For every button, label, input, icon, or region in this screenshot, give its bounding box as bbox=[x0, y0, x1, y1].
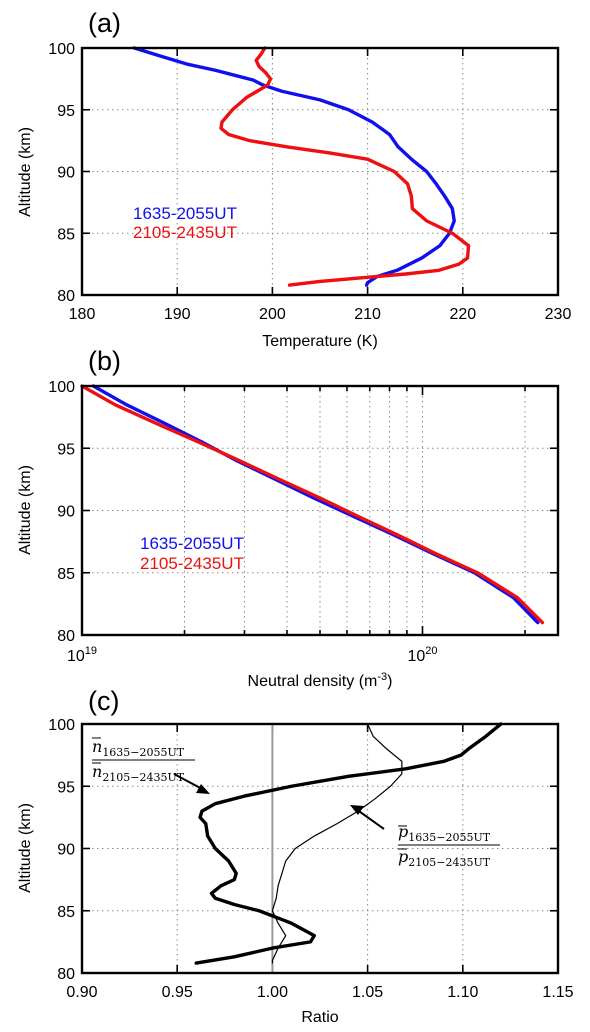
panel-b-series bbox=[80, 384, 545, 625]
annotation-p-arrow bbox=[355, 808, 385, 830]
annotation-p-denominator: p2105−2435UT bbox=[398, 847, 491, 869]
panel-b-xlabel: Neutral density (m-3) bbox=[248, 671, 393, 690]
annotation-n-num-sub: 1635−2055UT bbox=[102, 746, 184, 759]
panel-c-ytick-label-90: 90 bbox=[57, 842, 75, 859]
panel-b-xtick-label-0: 1019 bbox=[67, 645, 97, 665]
panel-c-ticks: 0.90 0.95 1.00 1.05 1.10 1.15 80 85 90 95 100 bbox=[48, 717, 573, 1001]
panel-c-xtick-label-1.05: 1.05 bbox=[352, 984, 383, 1001]
panel-b-ylabel: Altitude (km) bbox=[17, 465, 34, 555]
panel-c-xtick-label-1.10: 1.10 bbox=[447, 984, 478, 1001]
annotation-n-symbol: n bbox=[92, 737, 102, 756]
panel-c: (c) 0.90 0.95 1.00 1.05 1.10 1.1580859095100 … bbox=[17, 686, 574, 1026]
annotation-p-arrowhead bbox=[350, 805, 364, 815]
panel-c-label: (c) bbox=[88, 686, 119, 716]
panel-b-series-line-1 bbox=[80, 384, 545, 625]
panel-b-frame bbox=[80, 384, 560, 637]
panel-b-xtick-label-1: 1020 bbox=[407, 645, 437, 665]
annotation-p-den-sub: 2105−2435UT bbox=[408, 856, 490, 869]
panel-b-xlabel-main: Neutral density (m bbox=[248, 673, 378, 690]
annotation-n-arrowhead bbox=[196, 784, 210, 794]
panel-b-label: (b) bbox=[88, 346, 121, 376]
panel-a-ticks: 180 190 200 210 220 230 80 85 90 95 100 bbox=[48, 41, 571, 323]
panel-a: (a) 180 190 200 210 220 230 80 85 90 95 100 1635-2… bbox=[17, 8, 571, 350]
panel-b-ytick-label-90: 90 bbox=[57, 504, 75, 521]
annotation-n-ratio: n1635−2055UT n2105−2435UT bbox=[92, 737, 210, 794]
panel-a-ytick-label-90: 90 bbox=[57, 165, 75, 182]
annotation-n-numerator: n1635−2055UT bbox=[92, 737, 185, 759]
panel-c-ytick-label-95: 95 bbox=[57, 779, 75, 796]
panel-b-xtick-base: 10 bbox=[407, 648, 425, 665]
panel-c-ytick-label-80: 80 bbox=[57, 966, 75, 983]
panel-a-xtick-label-180: 180 bbox=[69, 306, 96, 323]
panel-a-xtick-label-190: 190 bbox=[164, 306, 191, 323]
panel-b-ytick-label-85: 85 bbox=[57, 566, 75, 583]
panel-c-series-p_ratio bbox=[271, 723, 403, 964]
panel-a-xtick-label-220: 220 bbox=[449, 306, 476, 323]
annotation-p-num-sub: 1635−2055UT bbox=[408, 831, 490, 844]
annotation-p-ratio: p1635−2055UT p2105−2435UT bbox=[350, 805, 500, 869]
panel-c-series-n_ratio bbox=[194, 722, 503, 965]
panel-c-xtick-label-1.00: 1.00 bbox=[257, 984, 288, 1001]
panel-c-grid bbox=[82, 724, 558, 973]
panel-a-xtick-label-210: 210 bbox=[354, 306, 381, 323]
panel-c-xtick-label-1.15: 1.15 bbox=[542, 984, 573, 1001]
panel-b-series-line-0 bbox=[91, 384, 540, 625]
panel-b-ytick-label-95: 95 bbox=[57, 441, 75, 458]
panel-b-ytick-label-80: 80 bbox=[57, 628, 75, 645]
panel-c-ylabel: Altitude (km) bbox=[17, 803, 34, 893]
panel-a-legend-blue: 1635-2055UT bbox=[133, 204, 237, 223]
panel-a-ytick-label-80: 80 bbox=[57, 288, 75, 305]
panel-a-xtick-label-230: 230 bbox=[545, 306, 572, 323]
annotation-p-numerator: p1635−2055UT bbox=[398, 822, 491, 844]
panel-c-frame bbox=[80, 722, 560, 975]
panel-a-ytick-label-95: 95 bbox=[57, 103, 75, 120]
panel-b-xtick-exp: 19 bbox=[85, 645, 97, 657]
panel-a-ytick-label-85: 85 bbox=[57, 226, 75, 243]
panel-b-legend-red: 2105-2435UT bbox=[140, 554, 244, 573]
panel-a-frame bbox=[80, 46, 560, 297]
panel-c-ytick-label-100: 100 bbox=[48, 717, 75, 734]
panel-a-legend-red: 2105-2435UT bbox=[133, 223, 237, 242]
panel-a-xtick-label-200: 200 bbox=[259, 306, 286, 323]
annotation-n-symbol-den: n bbox=[92, 762, 102, 781]
panel-c-ytick-label-85: 85 bbox=[57, 904, 75, 921]
panel-c-series bbox=[194, 722, 503, 973]
panel-b-ytick-label-100: 100 bbox=[48, 379, 75, 396]
panel-a-grid bbox=[82, 48, 558, 295]
panel-b-xtick-base: 10 bbox=[67, 648, 85, 665]
panel-b-xtick-exp: 20 bbox=[425, 645, 437, 657]
panel-a-ylabel: Altitude (km) bbox=[17, 127, 34, 217]
panel-a-label: (a) bbox=[88, 8, 121, 38]
annotation-p-symbol: p bbox=[398, 822, 408, 841]
panel-a-xlabel: Temperature (K) bbox=[262, 333, 378, 350]
panel-a-series-line-0 bbox=[132, 46, 456, 287]
panel-c-xtick-label-0.90: 0.90 bbox=[66, 984, 97, 1001]
annotation-n-denominator: n2105−2435UT bbox=[92, 762, 185, 784]
annotation-p-symbol-den: p bbox=[398, 847, 408, 866]
panel-b-xlabel-sup: -3 bbox=[377, 671, 387, 683]
panel-c-xlabel: Ratio bbox=[301, 1009, 338, 1026]
panel-a-ytick-label-100: 100 bbox=[48, 41, 75, 58]
panel-a-series bbox=[132, 46, 471, 287]
panel-b-xlabel-end: ) bbox=[387, 673, 392, 690]
annotation-n-den-sub: 2105−2435UT bbox=[102, 771, 184, 784]
panel-b-legend-blue: 1635-2055UT bbox=[140, 534, 244, 553]
panel-a-series-line-1 bbox=[219, 46, 471, 287]
panel-b-grid bbox=[82, 386, 558, 635]
panel-c-xtick-label-0.95: 0.95 bbox=[162, 984, 193, 1001]
